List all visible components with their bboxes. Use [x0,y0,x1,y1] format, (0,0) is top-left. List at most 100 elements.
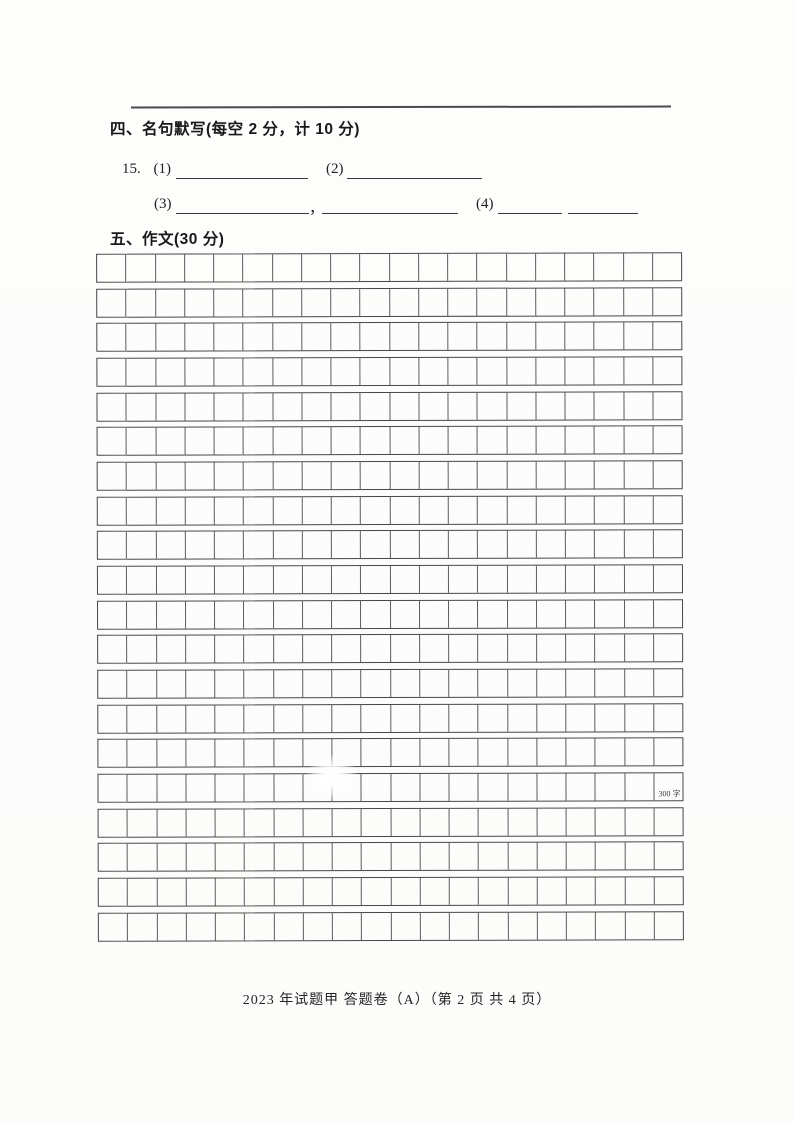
essay-grid-cell[interactable] [419,531,449,559]
essay-grid-cell[interactable] [155,289,186,317]
essay-grid-cell[interactable] [389,253,419,281]
essay-grid-cell[interactable] [127,601,157,629]
essay-grid-cell[interactable] [331,566,362,594]
essay-grid-cell[interactable] [565,565,596,593]
essay-grid-cell[interactable] [186,878,216,906]
essay-grid-cell[interactable] [331,288,361,316]
essay-grid-cell[interactable] [156,705,187,733]
essay-grid-cell[interactable] [537,704,567,732]
essay-grid-cell[interactable] [186,809,216,837]
essay-grid-cell[interactable] [420,739,450,767]
essay-grid-cell[interactable] [127,566,157,594]
essay-grid-cell[interactable] [215,809,245,837]
essay-grid-cell[interactable] [214,254,244,282]
essay-grid-cell[interactable] [448,531,479,559]
essay-grid-cell[interactable] [420,704,450,732]
essay-grid-cell[interactable] [214,358,244,386]
essay-grid-cell[interactable] [128,913,158,941]
essay-grid-cell[interactable] [595,530,625,558]
essay-grid-cell[interactable] [478,635,508,663]
essay-grid-cell[interactable] [477,253,507,281]
essay-grid-cell[interactable] [302,462,332,490]
essay-grid-cell[interactable] [184,254,215,282]
essay-grid-cell[interactable] [448,496,479,524]
essay-grid-cell[interactable] [419,427,449,455]
essay-grid-cell[interactable] [331,254,361,282]
essay-grid-cell[interactable] [418,288,449,316]
essay-grid-cell[interactable] [478,773,509,801]
essay-grid-cell[interactable] [653,357,681,384]
essay-grid-cell[interactable] [214,462,244,490]
essay-grid-cell[interactable] [98,601,128,629]
essay-grid-cell[interactable] [243,462,274,490]
essay-grid-cell[interactable] [185,566,215,594]
essay-grid-cell[interactable] [214,497,245,525]
essay-grid-cell[interactable] [332,739,362,767]
essay-grid-cell[interactable] [156,497,186,525]
essay-grid-cell[interactable] [594,253,624,281]
essay-grid-cell[interactable] [537,912,567,940]
essay-grid-cell[interactable] [272,392,303,420]
essay-grid-cell[interactable] [506,288,537,316]
essay-grid-cell[interactable] [302,670,333,698]
essay-grid-cell[interactable] [361,531,391,559]
essay-grid-cell[interactable] [244,531,274,559]
essay-grid-cell[interactable] [244,705,274,733]
essay-grid-cell[interactable] [566,600,596,628]
essay-grid-cell[interactable] [594,496,625,524]
essay-grid-cell[interactable] [478,704,508,732]
essay-grid-cell[interactable] [360,427,391,455]
essay-grid-cell[interactable] [273,739,304,767]
essay-grid-cell[interactable] [126,462,157,490]
essay-grid-cell[interactable] [653,323,681,350]
essay-grid-cell[interactable] [156,601,186,629]
essay-grid-cell[interactable] [244,774,275,802]
essay-grid-cell[interactable] [654,669,682,696]
essay-grid-cell[interactable] [655,912,683,939]
essay-grid-cell[interactable] [186,843,216,871]
essay-grid-cell[interactable] [595,669,625,697]
essay-grid-cell[interactable] [331,462,361,490]
essay-grid-cell[interactable] [625,912,655,940]
essay-grid-cell[interactable] [624,738,655,766]
essay-grid-cell[interactable] [448,392,478,420]
essay-grid-cell[interactable] [361,808,392,836]
essay-grid-cell[interactable] [214,393,244,421]
essay-grid-cell[interactable] [98,740,128,768]
essay-grid-cell[interactable] [302,531,332,559]
essay-grid-cell[interactable] [302,496,332,524]
essay-grid-cell[interactable] [448,323,478,351]
essay-grid-cell[interactable] [449,635,479,663]
essay-grid-cell[interactable] [272,323,303,351]
essay-grid-cell[interactable] [507,739,538,767]
essay-grid-cell[interactable] [536,634,567,663]
essay-grid-cell[interactable] [654,600,682,627]
essay-grid-cell[interactable] [536,669,567,697]
essay-grid-cell[interactable] [391,878,421,906]
essay-grid-cell[interactable] [624,530,654,558]
essay-grid-cell[interactable] [185,393,215,421]
essay-grid-cell[interactable] [127,740,157,768]
essay-grid-cell[interactable] [625,808,655,836]
essay-grid-cell[interactable] [331,392,361,420]
essay-grid-cell[interactable] [566,842,596,870]
essay-grid-cell[interactable] [623,391,654,420]
essay-grid-cell[interactable] [420,843,450,871]
essay-grid-cell[interactable] [536,322,566,350]
essay-grid-cell[interactable] [302,600,333,628]
essay-grid-cell[interactable] [331,427,361,455]
essay-grid-cell[interactable] [654,635,682,662]
essay-grid-cell[interactable] [332,600,362,628]
essay-grid-cell[interactable] [361,635,391,663]
essay-grid-cell[interactable] [126,289,156,317]
essay-grid-cell[interactable] [419,565,449,593]
essay-grid-cell[interactable] [126,427,157,456]
essay-grid-cell[interactable] [654,843,682,870]
essay-grid-cell[interactable] [508,877,538,905]
essay-grid-cell[interactable] [360,358,390,386]
essay-grid-cell[interactable] [332,878,363,906]
essay-grid-cell[interactable] [243,358,273,386]
essay-grid-cell[interactable] [185,323,215,351]
essay-grid-cell[interactable] [565,357,595,385]
answer-blank-3[interactable] [176,196,309,214]
